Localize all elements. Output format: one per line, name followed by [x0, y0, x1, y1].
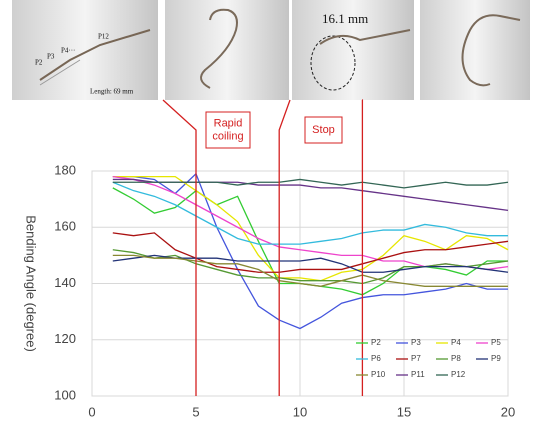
annotation-text: coiling: [212, 130, 243, 142]
photo-label: P2: [35, 59, 43, 67]
robot: [461, 14, 521, 87]
photo: [292, 0, 414, 100]
y-axis-label: Bending Angle (degree): [24, 215, 39, 352]
y-tick-label: 160: [54, 219, 76, 234]
legend-label: P6: [371, 354, 381, 363]
annotation-box: [205, 111, 251, 149]
legend-label: P2: [371, 338, 381, 347]
y-tick-label: 120: [54, 331, 76, 346]
photo: [165, 0, 289, 100]
y-tick-label: 100: [54, 387, 76, 402]
photos: P2 P3 P4··· P12 Length: 69 mm 16.1 mm: [12, 0, 530, 100]
x-tick-label: 0: [88, 404, 95, 419]
diameter: 16.1 mm: [322, 11, 368, 26]
robot: [319, 29, 411, 45]
legend-label: P10: [371, 370, 386, 379]
legend-label: P7: [411, 354, 421, 363]
x-tick-label: 20: [501, 404, 515, 419]
series-line: [112, 181, 508, 245]
y-tick-label: 180: [54, 162, 76, 177]
chart: 100 120 140 160 180 0 5 10 15 20 Bending Angle (de…: [24, 99, 515, 419]
annotation-text: Rapid: [214, 117, 243, 129]
legend-label: P8: [451, 354, 461, 363]
annotation-text: Stop: [312, 124, 335, 136]
event-line: [278, 99, 291, 396]
photo-label: Length: 69 mm: [90, 88, 134, 96]
series-line: [112, 175, 509, 282]
event-line: [162, 99, 197, 396]
series-line: [112, 254, 508, 287]
circle: [310, 35, 356, 91]
robot: [39, 29, 151, 81]
series-line: [112, 249, 509, 285]
x-tick-label: 10: [293, 404, 307, 419]
legend-label: P5: [491, 338, 501, 347]
legend-label: P9: [491, 354, 501, 363]
robot: [200, 8, 238, 89]
series-line: [112, 178, 509, 189]
legend-label: P4: [451, 338, 461, 347]
legend-label: P11: [411, 370, 425, 379]
photo: [12, 0, 158, 100]
y-tick-label: 140: [54, 275, 76, 290]
shadow: [39, 59, 81, 86]
series-line: [112, 232, 509, 273]
x-tick-label: 15: [397, 404, 411, 419]
photo-label: P3: [47, 53, 55, 61]
legend-label: P3: [411, 338, 421, 347]
photo: [420, 0, 530, 100]
photo-label: P12: [98, 33, 109, 41]
x-tick-label: 5: [192, 404, 199, 419]
photo-label: P4···: [61, 47, 75, 55]
legend-label: P12: [451, 370, 466, 379]
annotation-box: [304, 116, 343, 144]
series-line: [112, 172, 508, 330]
series-line: [112, 178, 509, 212]
